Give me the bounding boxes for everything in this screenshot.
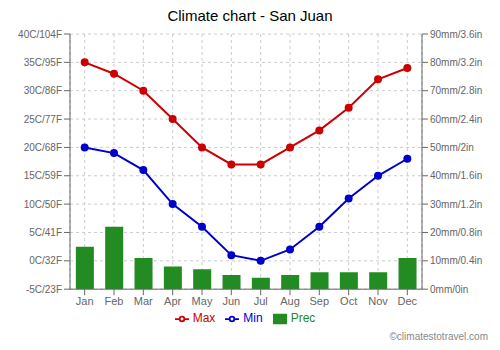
svg-text:5C/41F: 5C/41F	[29, 227, 62, 238]
svg-text:30C/86F: 30C/86F	[24, 85, 62, 96]
svg-text:15C/59F: 15C/59F	[24, 170, 62, 181]
svg-text:40mm/1.6in: 40mm/1.6in	[430, 170, 482, 181]
svg-text:Nov: Nov	[368, 295, 388, 307]
svg-text:10mm/0.4in: 10mm/0.4in	[430, 255, 482, 266]
svg-text:20C/68F: 20C/68F	[24, 142, 62, 153]
html-text:Min: Min	[243, 311, 263, 326]
svg-text:30mm/1.2in: 30mm/1.2in	[430, 199, 482, 210]
svg-text:50mm/2in: 50mm/2in	[430, 142, 474, 153]
svg-text:40C/104F: 40C/104F	[18, 29, 62, 40]
svg-text:Aug: Aug	[280, 295, 300, 307]
svg-text:25C/77F: 25C/77F	[24, 114, 62, 125]
svg-text:Jan: Jan	[76, 295, 94, 307]
svg-text:Apr: Apr	[164, 295, 181, 307]
html-text:©climatestotravel.com: ©climatestotravel.com	[389, 331, 488, 342]
html-text:Prec: Prec	[290, 311, 316, 326]
svg-text:Mar: Mar	[134, 295, 153, 307]
svg-text:Dec: Dec	[398, 295, 418, 307]
svg-text:90mm/3.6in: 90mm/3.6in	[430, 29, 482, 40]
html-text:Max: Max	[192, 311, 216, 326]
svg-text:20mm/0.8in: 20mm/0.8in	[430, 227, 482, 238]
svg-text:Feb: Feb	[105, 295, 124, 307]
svg-text:10C/50F: 10C/50F	[24, 199, 62, 210]
svg-text:0mm/0in: 0mm/0in	[430, 284, 468, 295]
svg-text:Jun: Jun	[222, 295, 240, 307]
svg-text:Sep: Sep	[310, 295, 330, 307]
svg-text:May: May	[192, 295, 213, 307]
svg-text:35C/95F: 35C/95F	[24, 57, 62, 68]
svg-text:Jul: Jul	[254, 295, 268, 307]
svg-text:80mm/3.2in: 80mm/3.2in	[430, 57, 482, 68]
html-text:Climate chart - San Juan: Climate chart - San Juan	[167, 7, 333, 24]
svg-text:-5C/23F: -5C/23F	[26, 284, 62, 295]
svg-text:Oct: Oct	[340, 295, 357, 307]
svg-text:0C/32F: 0C/32F	[29, 255, 62, 266]
svg-text:70mm/2.8in: 70mm/2.8in	[430, 85, 482, 96]
svg-text:60mm/2.4in: 60mm/2.4in	[430, 114, 482, 125]
